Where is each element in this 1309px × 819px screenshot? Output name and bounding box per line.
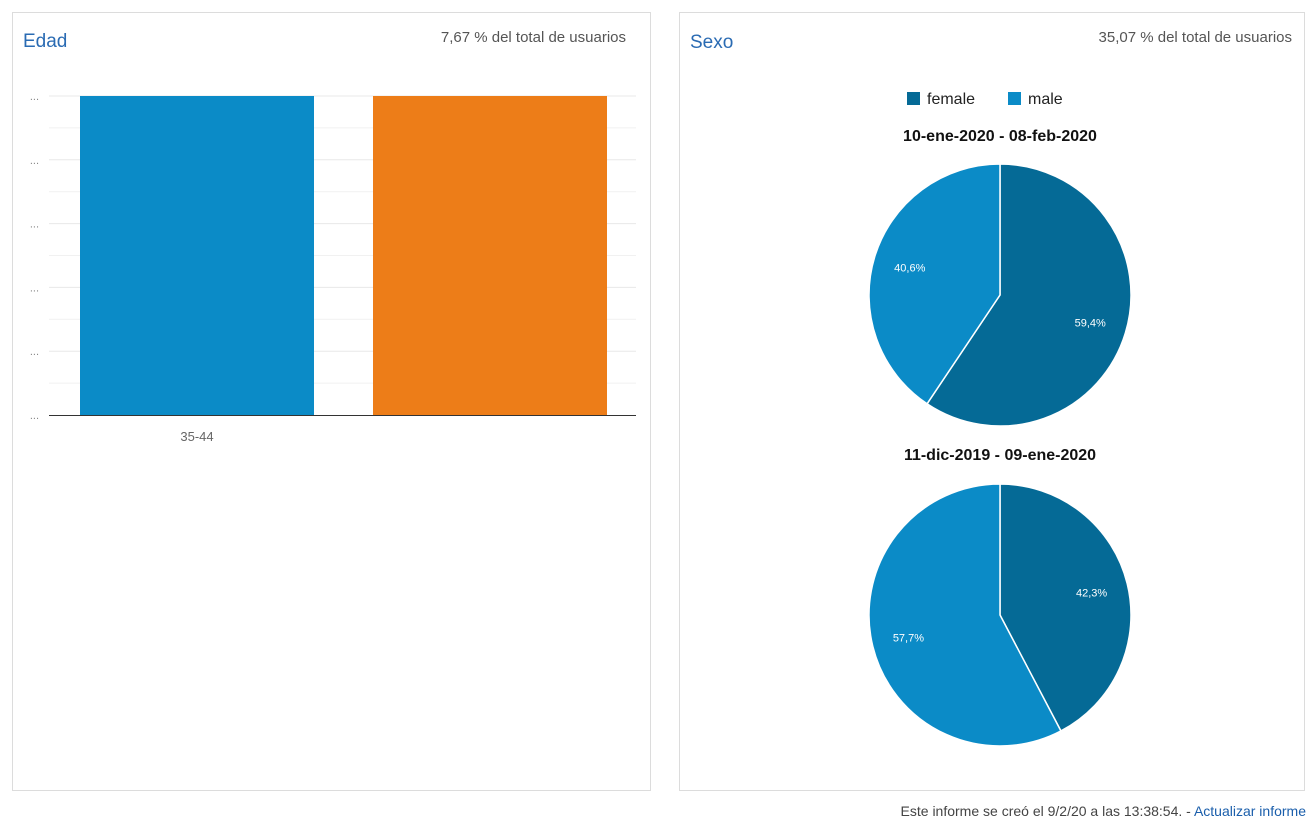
pie-title: 11-dic-2019 - 09-ene-2020 <box>904 447 1096 464</box>
pie-slice-female[interactable] <box>999 483 1132 732</box>
gender-pie-charts: female male 10-ene-2020 - 08-feb-2020 59,4%… <box>868 91 1132 747</box>
bar[interactable] <box>373 96 607 415</box>
pie-slice-female[interactable] <box>926 163 1132 427</box>
y-tick-label: ... <box>30 410 39 422</box>
pie-title: 10-ene-2020 - 08-feb-2020 <box>903 128 1097 145</box>
report-footer: Este informe se creó el 9/2/20 a las 13:… <box>901 803 1306 819</box>
legend-swatch-female <box>907 92 920 105</box>
age-panel-subtitle: 7,67 % del total de usuarios <box>440 29 626 46</box>
pie-slice-label: 40,6% <box>894 263 925 275</box>
age-panel: Edad 7,67 % del total de usuarios ......… <box>12 12 651 791</box>
legend-label-female: female <box>927 91 975 108</box>
report-footer-text: Este informe se creó el 9/2/20 a las 13:… <box>900 803 1194 819</box>
y-tick-label: ... <box>30 219 39 231</box>
gender-panel-subtitle: 35,07 % del total de usuarios <box>1098 29 1292 46</box>
age-panel-title: Edad <box>23 31 68 52</box>
legend-label-male: male <box>1028 91 1063 108</box>
pie-slice-label: 57,7% <box>893 633 924 645</box>
legend-swatch-male <box>1008 92 1021 105</box>
x-tick-label: 35-44 <box>180 429 213 444</box>
pie-slice-male[interactable] <box>868 483 1062 747</box>
refresh-report-link[interactable]: Actualizar informe <box>1193 803 1306 819</box>
pie-slice-label: 59,4% <box>1075 317 1106 329</box>
pie-slice-label: 42,3% <box>1076 587 1107 599</box>
gender-panel-title: Sexo <box>690 32 734 53</box>
y-tick-label: ... <box>30 91 39 103</box>
y-tick-label: ... <box>30 155 39 167</box>
gender-panel: Sexo 35,07 % del total de usuarios femal… <box>679 12 1305 791</box>
pie-slice-male[interactable] <box>868 163 1001 405</box>
bar[interactable] <box>80 96 314 415</box>
y-tick-label: ... <box>30 282 39 294</box>
age-bar-chart: .................. 35-44 <box>30 91 636 444</box>
y-tick-label: ... <box>30 346 39 358</box>
